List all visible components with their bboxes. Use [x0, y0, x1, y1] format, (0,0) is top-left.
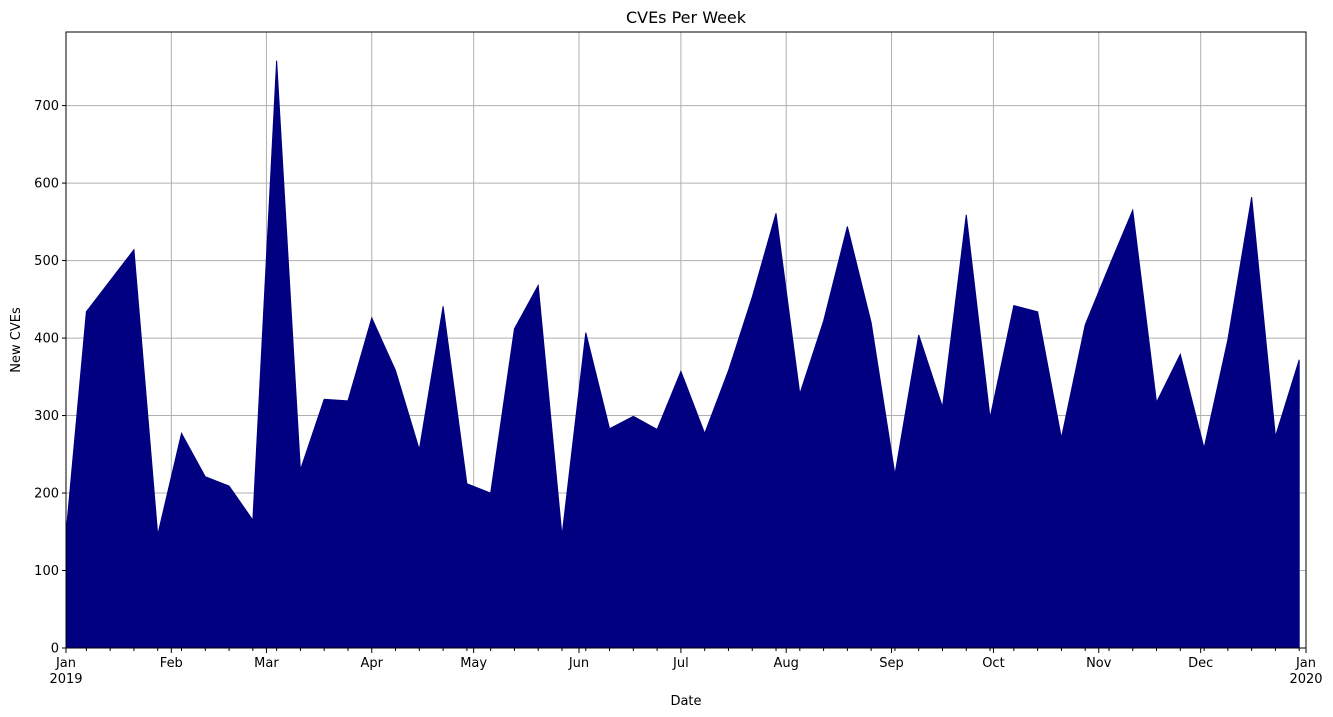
x-tick-label: Mar: [254, 656, 279, 671]
plot-frame: [65, 31, 1307, 649]
x-tick-year-label: 2019: [49, 672, 82, 687]
x-tick-label: Apr: [361, 656, 384, 671]
x-tick-label: Sep: [879, 656, 904, 671]
y-tick-label: 600: [34, 177, 59, 192]
y-axis: 0 100 200 300 400 500 600 700: [34, 99, 66, 657]
y-axis-title: New CVEs: [9, 307, 24, 373]
y-tick-label: 0: [51, 642, 59, 657]
x-tick-label: Oct: [982, 656, 1004, 671]
x-tick-label: Jul: [672, 656, 689, 671]
x-tick-label: Jan: [55, 656, 76, 671]
y-tick-label: 500: [34, 254, 59, 269]
y-tick-label: 200: [34, 487, 59, 502]
x-axis-title: Date: [670, 694, 701, 709]
x-tick-label: Jan: [1295, 656, 1316, 671]
y-tick-label: 100: [34, 564, 59, 579]
x-tick-label: May: [460, 656, 487, 671]
x-tick-label: Jun: [568, 656, 589, 671]
y-tick-label: 300: [34, 409, 59, 424]
x-tick-label: Feb: [160, 656, 183, 671]
x-tick-year-label: 2020: [1289, 672, 1322, 687]
x-tick-label: Nov: [1086, 656, 1112, 671]
y-tick-label: 400: [34, 332, 59, 347]
x-tick-label: Dec: [1188, 656, 1213, 671]
y-tick-label: 700: [34, 99, 59, 114]
chart-title: CVEs Per Week: [626, 8, 747, 27]
area-series-cves: [65, 60, 1300, 649]
x-tick-label: Aug: [774, 656, 799, 671]
